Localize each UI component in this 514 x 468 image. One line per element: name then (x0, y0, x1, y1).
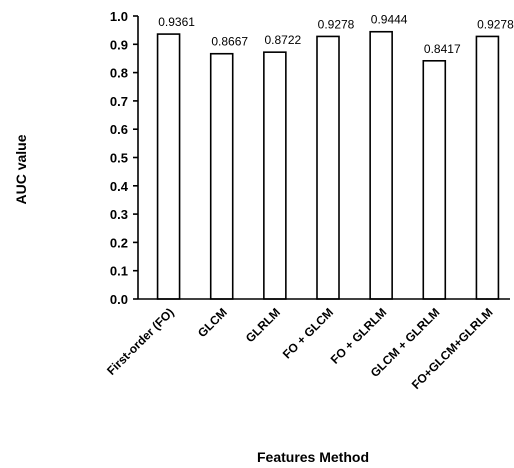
y-tick-label: 0.8 (110, 66, 128, 81)
y-tick-label: 0.6 (110, 122, 128, 137)
y-tick-label: 0.0 (110, 292, 128, 307)
y-tick-label: 0.9 (110, 37, 128, 52)
data-labels: 0.9361 0.8667 0.8722 0.9278 0.9444 0.8417 0.92… (158, 13, 514, 56)
bar (475, 35, 500, 300)
bars (156, 30, 500, 300)
bar-value-label: 0.9278 (318, 17, 355, 31)
y-tick-label: 0.7 (110, 94, 128, 109)
y-tick-label: 1.0 (110, 9, 128, 24)
y-axis-title: AUC value (13, 134, 29, 204)
category-label: First-order (FO) (104, 305, 177, 378)
bar-value-label: 0.9444 (371, 13, 408, 27)
bar-value-label: 0.8667 (211, 35, 248, 49)
bar-value-label: 0.9361 (158, 15, 195, 29)
bar (156, 33, 181, 300)
category-label: GLCM (195, 305, 230, 340)
bar-value-label: 0.8722 (265, 33, 302, 47)
y-tick-label: 0.2 (110, 235, 128, 250)
x-axis-title: Features Method (257, 449, 369, 465)
bar (263, 51, 287, 300)
y-tick-label: 0.4 (110, 179, 129, 194)
y-tick-label: 0.1 (110, 264, 128, 279)
category-label: FO + GLCM (280, 305, 336, 361)
bar (209, 52, 234, 300)
bar-value-label: 0.8417 (424, 42, 461, 56)
bar (316, 35, 340, 300)
bar-value-label: 0.9278 (477, 17, 514, 31)
y-tick-label: 0.5 (110, 151, 128, 166)
y-axis-ticks: 0.0 0.1 0.2 0.3 0.4 0.5 0.6 0.7 0.8 0.9 1.0 (110, 9, 138, 307)
y-tick-label: 0.3 (110, 207, 128, 222)
bar (422, 59, 447, 300)
category-label: GLRLM (243, 305, 283, 345)
bar (369, 30, 393, 300)
